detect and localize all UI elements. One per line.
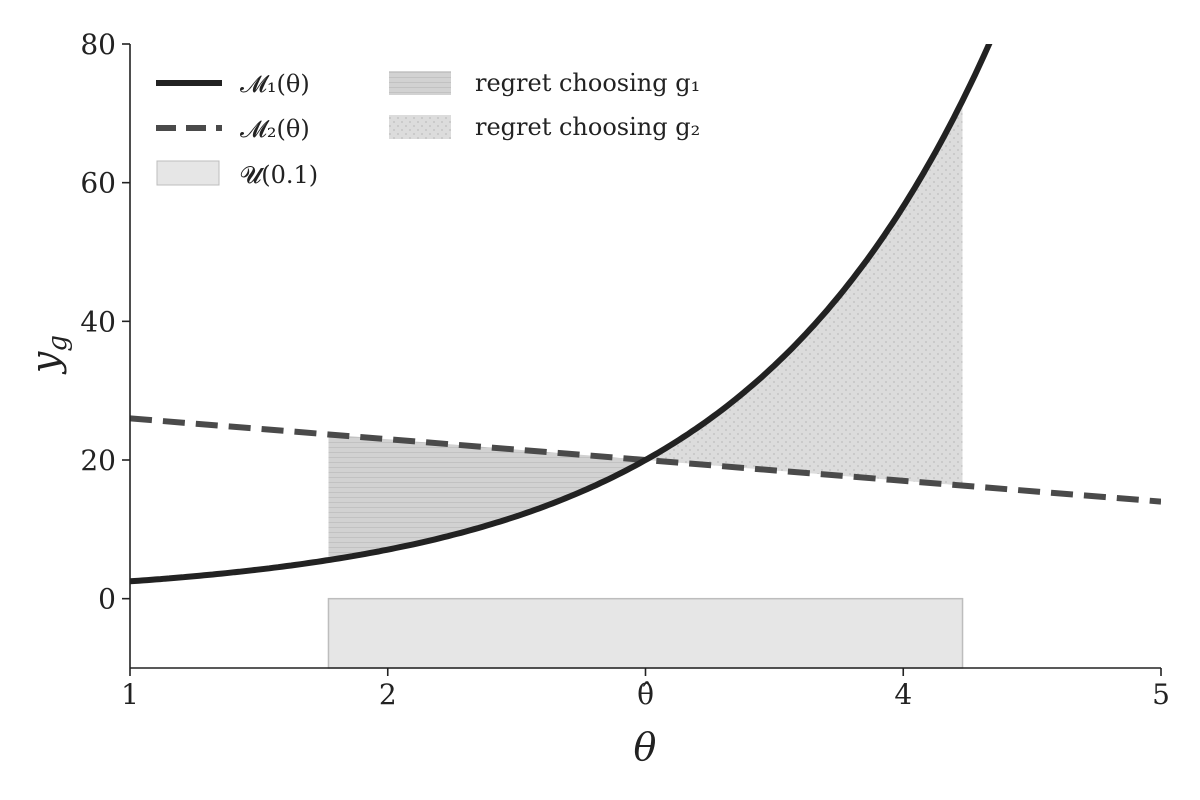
regret-region-g2 — [645, 100, 963, 486]
y-tick-label: 40 — [80, 305, 116, 338]
x-tick-label: 2 — [379, 678, 397, 711]
legend-label-m2: 𝓜₂(θ) — [240, 115, 310, 143]
y-tick-label: 60 — [80, 167, 116, 200]
x-tick-label: 5 — [1152, 678, 1170, 711]
x-tick-label: 1 — [121, 678, 139, 711]
y-tick-label: 0 — [98, 583, 116, 616]
legend-swatch-regret-g2 — [389, 115, 451, 139]
y-tick-label: 80 — [80, 28, 116, 61]
legend-label-regret-g1: regret choosing g₁ — [475, 69, 700, 97]
legend-swatch-regret-g1 — [389, 71, 451, 95]
uniform-box — [327, 597, 964, 669]
series-line-m1 — [130, 44, 993, 585]
uniform-box-layer — [327, 597, 964, 669]
y-axis-title-main: y — [23, 351, 67, 375]
x-ticks: 1 2 θ̂ 4 5 — [121, 668, 1170, 711]
shaded-regions — [328, 100, 963, 561]
series-line-m2 — [130, 415, 1161, 505]
y-axis-title-sub: g — [43, 335, 73, 352]
y-tick-label: 20 — [80, 444, 116, 477]
series-lines — [130, 44, 1161, 585]
y-axis-title: yg — [23, 335, 73, 375]
legend-label-uniform: 𝓤(0.1) — [240, 161, 318, 189]
x-tick-label: 4 — [894, 678, 912, 711]
regret-region-g1 — [328, 434, 646, 561]
x-axis-title: θ — [634, 725, 657, 769]
y-ticks: 0 20 40 60 80 — [80, 28, 130, 616]
x-tick-label: θ̂ — [637, 678, 654, 711]
legend: 𝓜₁(θ) 𝓜₂(θ) 𝓤(0.1) regret choosing g₁ re… — [156, 69, 700, 189]
legend-swatch-uniform — [156, 160, 220, 186]
legend-label-m1: 𝓜₁(θ) — [240, 70, 310, 98]
legend-label-regret-g2: regret choosing g₂ — [475, 113, 700, 141]
